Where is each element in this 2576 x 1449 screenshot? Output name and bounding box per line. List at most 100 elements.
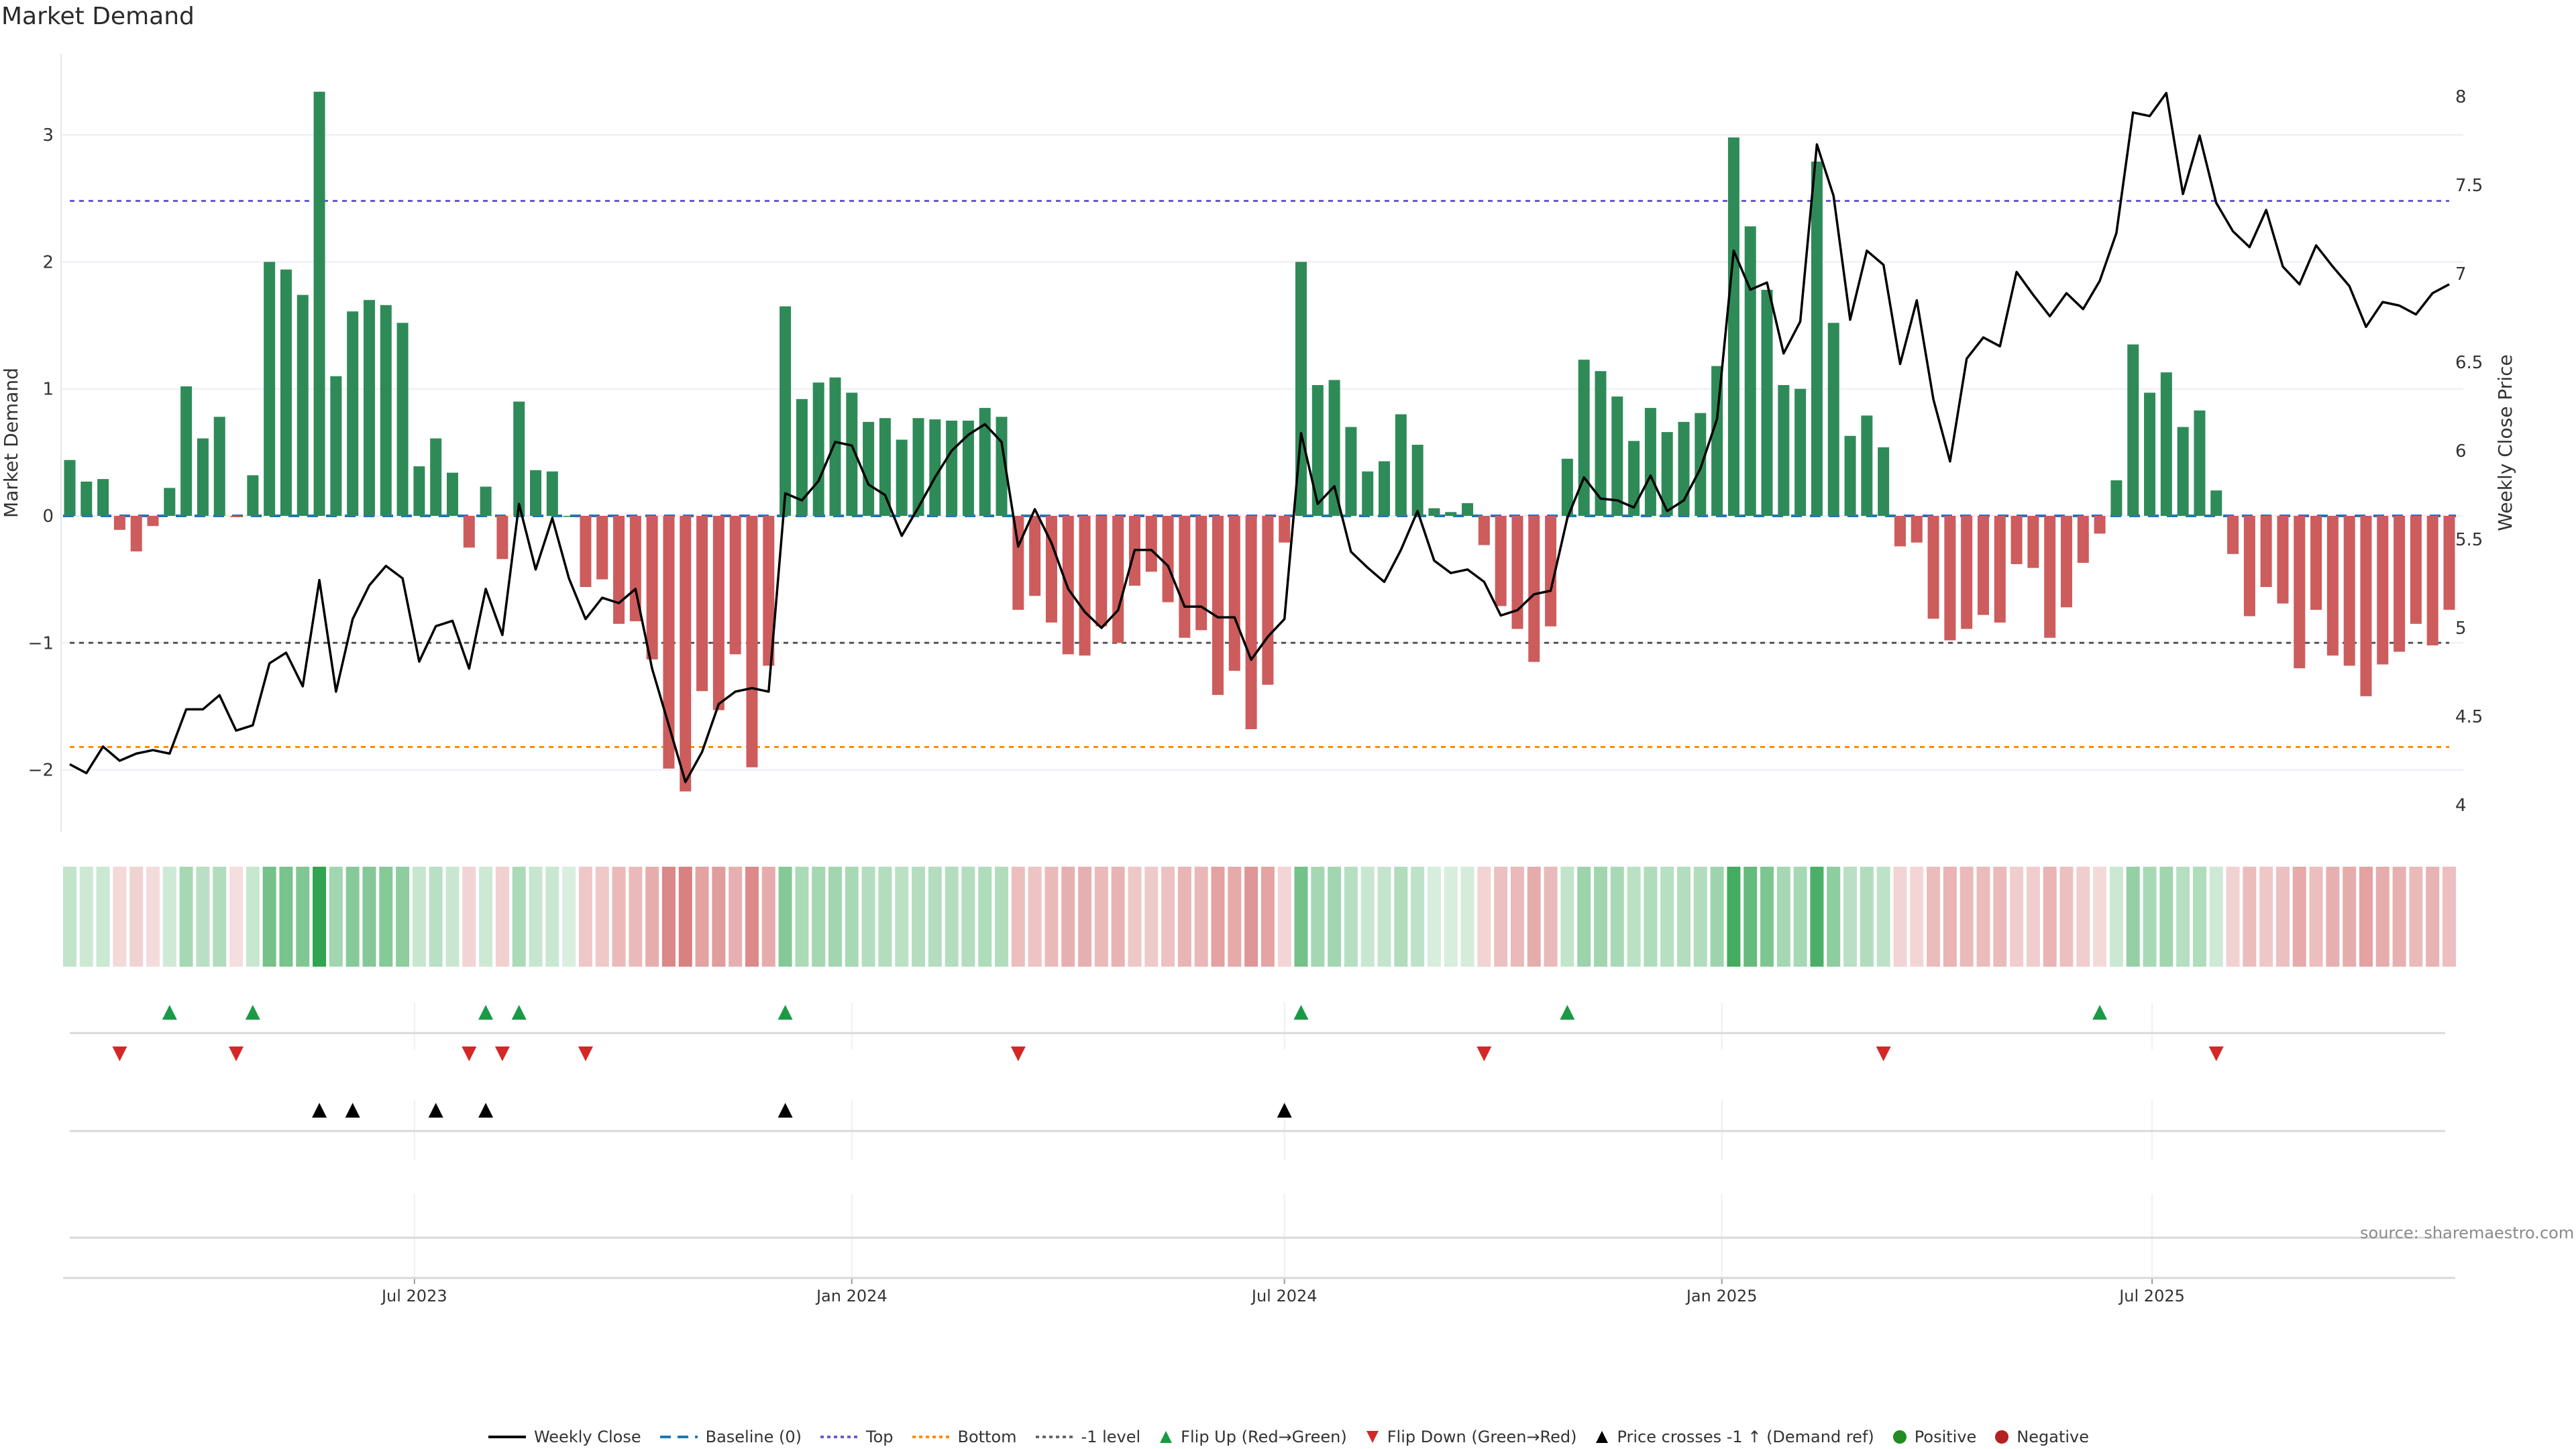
demand-bar — [213, 417, 225, 516]
y2-tick-label: 8 — [2455, 87, 2467, 107]
heatmap-cell — [1260, 867, 1275, 967]
demand-bar — [879, 418, 891, 516]
heatmap-cell — [495, 867, 509, 967]
demand-bar — [1445, 512, 1457, 516]
demand-bar — [97, 479, 109, 516]
legend-item-positive[interactable]: Positive — [1892, 1428, 1976, 1446]
flip-up-marker — [777, 1005, 793, 1020]
source-label: source: sharemaestro.com — [2360, 1224, 2575, 1242]
heatmap-cell — [445, 867, 460, 967]
flip-up-marker — [1560, 1005, 1575, 1020]
heatmap-cell — [512, 867, 526, 967]
demand-bar — [1595, 371, 1607, 516]
heatmap-cell — [2026, 867, 2040, 967]
demand-bar — [113, 516, 125, 530]
heatmap-cell — [1527, 867, 1541, 967]
legend-item-flip-down[interactable]: Flip Down (Green→Red) — [1364, 1428, 1576, 1446]
heatmap-cell — [412, 867, 426, 967]
heatmap-cell — [462, 867, 476, 967]
heatmap-cell — [146, 867, 160, 967]
heatmap-cell — [313, 867, 327, 967]
flip-down-marker — [1010, 1046, 1026, 1061]
legend-item-flip-up[interactable]: Flip Up (Red→Green) — [1158, 1428, 1347, 1446]
heatmap-cell — [2093, 867, 2107, 967]
price-cross-marker — [345, 1103, 360, 1118]
demand-bar — [2443, 516, 2455, 610]
price-line-layer — [69, 91, 2450, 784]
demand-bar — [446, 472, 458, 516]
y-tick-label: −2 — [28, 761, 54, 781]
heatmap-cell — [629, 867, 643, 967]
heatmap-cell — [429, 867, 443, 967]
legend-item-top[interactable]: Top — [819, 1428, 894, 1446]
demand-bar — [1827, 323, 1839, 516]
heatmap-cell — [878, 867, 892, 967]
y2-tick-label: 6.5 — [2455, 353, 2483, 373]
demand-bar — [1561, 458, 1573, 516]
heatmap-cell — [995, 867, 1009, 967]
heatmap-cell — [1394, 867, 1408, 967]
demand-bar — [1545, 516, 1557, 627]
demand-bar — [1911, 516, 1923, 543]
demand-bar — [64, 460, 76, 516]
heatmap-cell — [612, 867, 626, 967]
demand-bar — [2294, 516, 2306, 669]
legend-item-baseline[interactable]: Baseline (0) — [659, 1428, 802, 1446]
demand-bar — [1162, 516, 1174, 602]
legend-item-minus1[interactable]: -1 level — [1034, 1428, 1140, 1446]
demand-bar — [829, 377, 841, 516]
demand-bar — [1179, 516, 1191, 638]
demand-bar — [1311, 385, 1324, 516]
heatmap-cell — [479, 867, 493, 967]
heatmap-cell — [162, 867, 176, 967]
y2-tick-label: 5.5 — [2455, 530, 2483, 550]
heatmap-cell — [828, 867, 842, 967]
demand-bar — [297, 294, 309, 516]
heatmap-cell — [1693, 867, 1707, 967]
heatmap-cell — [861, 867, 875, 967]
demand-bar — [1012, 516, 1024, 610]
heatmap-cell — [2443, 867, 2456, 967]
heatmap-cell — [1078, 867, 1092, 967]
demand-bar — [646, 516, 658, 659]
y2-tick-label: 4 — [2455, 796, 2467, 816]
heatmap-cell — [1444, 867, 1458, 967]
heatmap-cell — [1976, 867, 1990, 967]
heatmap-cell — [961, 867, 975, 967]
heatmap-cell — [1644, 867, 1658, 967]
demand-bar — [1112, 516, 1124, 643]
legend-item-bottom[interactable]: Bottom — [911, 1428, 1017, 1446]
flip-up-marker — [478, 1005, 494, 1020]
demand-bar — [313, 91, 325, 516]
demand-bar — [912, 418, 924, 516]
y2-tick-label: 6 — [2455, 441, 2467, 462]
heatmap-cell — [2343, 867, 2357, 967]
heatmap-cell — [345, 867, 360, 967]
demand-bar — [1328, 380, 1340, 516]
x-tick-label: Jan 2024 — [815, 1287, 888, 1305]
heatmap-cell — [1377, 867, 1391, 967]
legend-item-price-cross[interactable]: Price crosses -1 ↑ (Demand ref) — [1594, 1428, 1874, 1446]
demand-bar — [480, 486, 492, 516]
demand-bar — [996, 417, 1008, 516]
demand-bar — [580, 516, 592, 588]
heatmap-cell — [2043, 867, 2057, 967]
flip-down-marker — [2208, 1046, 2224, 1061]
demand-bar — [1195, 516, 1208, 631]
heatmap-cell — [1843, 867, 1858, 967]
legend-label: Weekly Close — [533, 1428, 641, 1446]
heatmap-cell — [2059, 867, 2074, 967]
flip-down-marker — [462, 1046, 477, 1061]
demand-bar — [1894, 516, 1906, 547]
legend-item-weekly-close[interactable]: Weekly Close — [487, 1428, 641, 1446]
heatmap-cell — [2192, 867, 2206, 967]
demand-bar — [1744, 226, 1756, 516]
demand-bar — [1778, 385, 1790, 516]
heatmap-cell — [978, 867, 992, 967]
legend-item-negative[interactable]: Negative — [1994, 1428, 2089, 1446]
heatmap-cell — [2309, 867, 2323, 967]
demand-bar — [280, 269, 292, 516]
demand-bar — [1212, 516, 1224, 695]
heatmap-cell — [1294, 867, 1308, 967]
circle-icon — [1995, 1430, 2009, 1444]
